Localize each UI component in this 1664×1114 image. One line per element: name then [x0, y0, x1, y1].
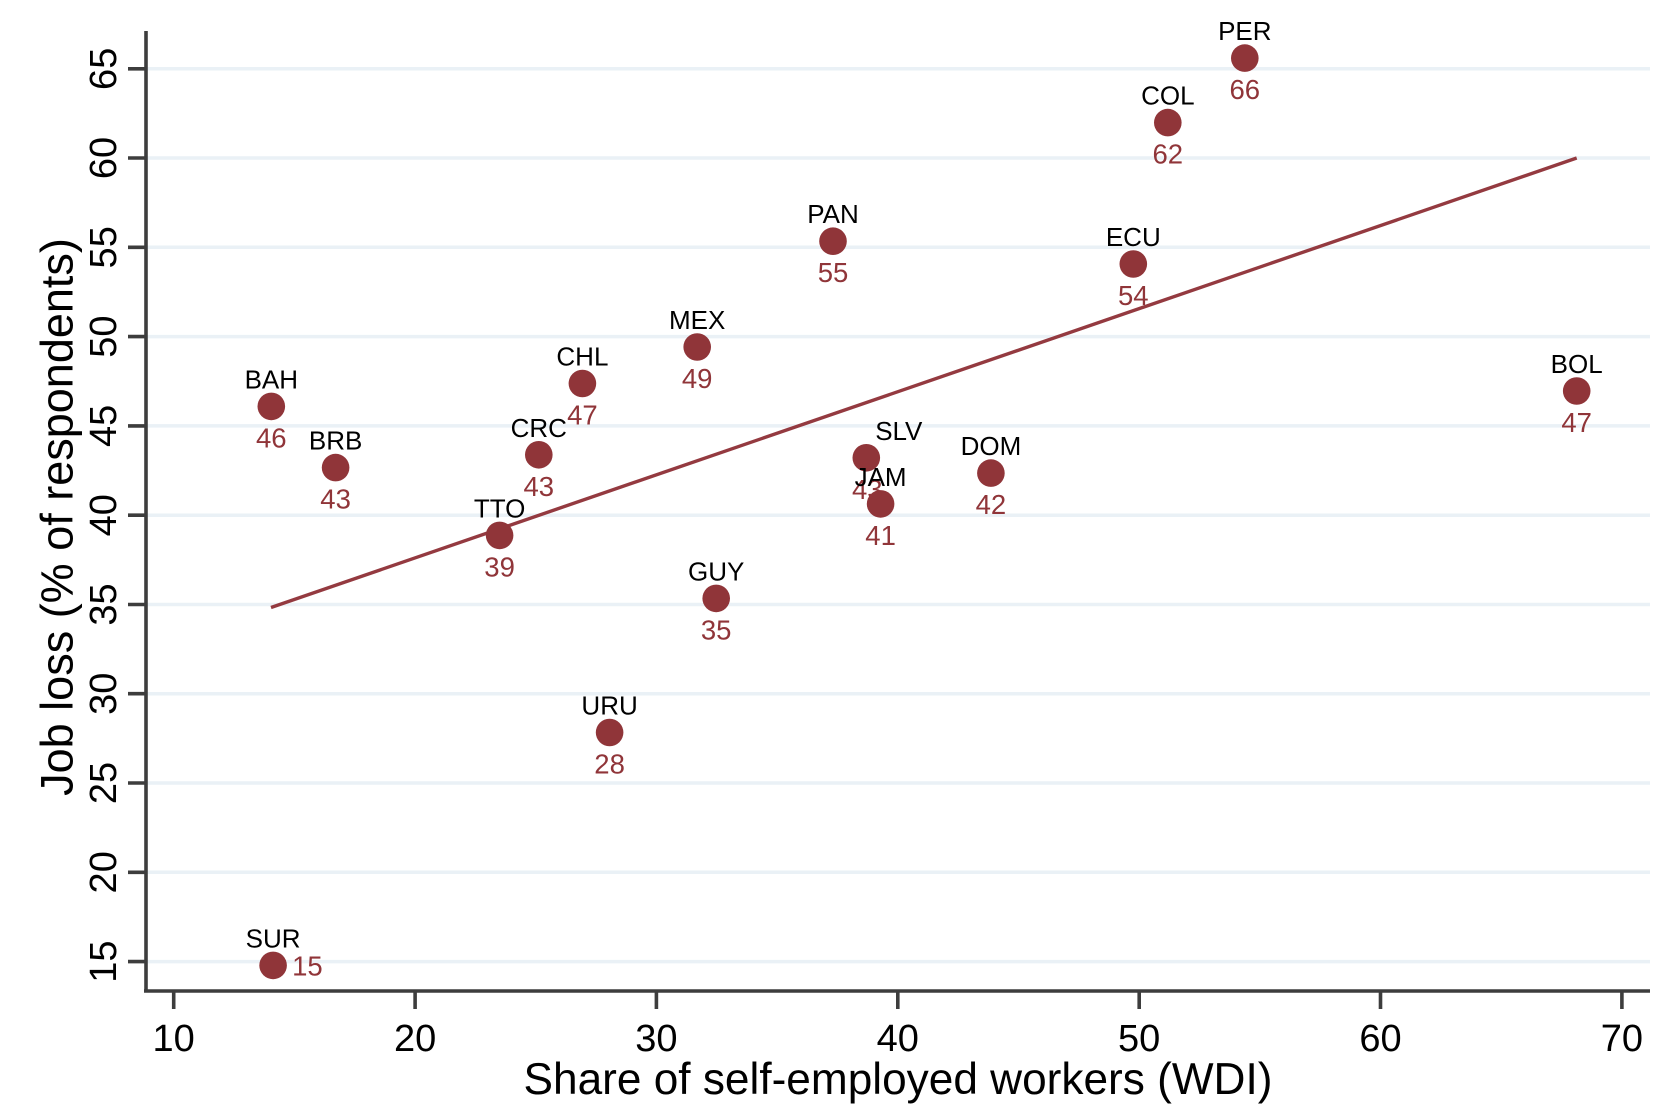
svg-text:URU: URU [581, 691, 637, 721]
svg-text:Share of self-employed workers: Share of self-employed workers (WDI) [524, 1055, 1273, 1104]
svg-text:20: 20 [394, 1018, 436, 1060]
svg-text:SUR: SUR [246, 923, 301, 953]
svg-text:TTO: TTO [474, 493, 526, 523]
svg-text:PER: PER [1218, 16, 1271, 46]
svg-text:20: 20 [83, 851, 125, 893]
svg-text:SLV: SLV [875, 416, 923, 446]
svg-text:41: 41 [865, 520, 896, 551]
svg-text:60: 60 [83, 137, 125, 179]
svg-text:47: 47 [1561, 407, 1592, 438]
svg-text:25: 25 [83, 762, 125, 804]
svg-text:BRB: BRB [309, 426, 362, 456]
svg-text:PAN: PAN [807, 199, 859, 229]
svg-text:39: 39 [484, 551, 515, 582]
svg-text:43: 43 [320, 484, 351, 515]
svg-text:COL: COL [1141, 81, 1194, 111]
svg-text:65: 65 [83, 48, 125, 90]
svg-text:GUY: GUY [688, 556, 744, 586]
svg-text:49: 49 [682, 363, 713, 394]
svg-text:CHL: CHL [556, 342, 608, 372]
svg-text:60: 60 [1359, 1018, 1401, 1060]
svg-text:43: 43 [524, 471, 555, 502]
svg-text:15: 15 [83, 940, 125, 982]
svg-text:40: 40 [877, 1018, 919, 1060]
svg-text:55: 55 [818, 257, 849, 288]
svg-text:35: 35 [83, 583, 125, 625]
svg-text:30: 30 [83, 673, 125, 715]
svg-text:ECU: ECU [1106, 222, 1161, 252]
svg-text:BOL: BOL [1551, 349, 1603, 379]
svg-text:35: 35 [701, 614, 732, 645]
svg-text:47: 47 [567, 400, 598, 431]
svg-text:40: 40 [83, 494, 125, 536]
svg-text:54: 54 [1118, 280, 1149, 311]
svg-text:66: 66 [1230, 74, 1261, 105]
svg-text:DOM: DOM [961, 431, 1022, 461]
svg-text:CRC: CRC [511, 413, 567, 443]
svg-text:15: 15 [292, 950, 323, 981]
svg-text:43: 43 [852, 474, 883, 505]
svg-text:JAM: JAM [855, 462, 907, 492]
svg-text:MEX: MEX [669, 305, 725, 335]
svg-text:10: 10 [153, 1018, 195, 1060]
svg-text:30: 30 [635, 1018, 677, 1060]
svg-text:28: 28 [594, 749, 625, 780]
svg-text:62: 62 [1153, 139, 1184, 170]
svg-text:45: 45 [83, 405, 125, 447]
svg-text:46: 46 [256, 422, 287, 453]
svg-text:55: 55 [83, 226, 125, 268]
svg-text:BAH: BAH [245, 364, 298, 394]
svg-text:42: 42 [976, 489, 1007, 520]
svg-text:70: 70 [1601, 1018, 1643, 1060]
svg-text:50: 50 [1118, 1018, 1160, 1060]
svg-text:Job loss (% of respondents): Job loss (% of respondents) [32, 238, 83, 796]
svg-text:50: 50 [83, 315, 125, 357]
